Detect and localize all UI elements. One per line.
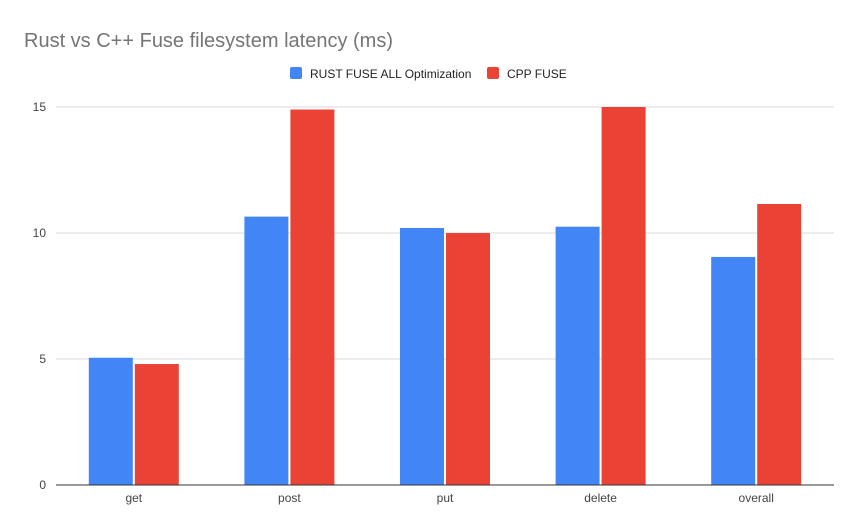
bar-cpp-delete (601, 107, 646, 485)
bar-cpp-overall (757, 204, 802, 485)
y-tick-label: 10 (33, 226, 47, 240)
x-axis-ticks: get post put delete overall (125, 491, 773, 505)
x-tick-label: overall (739, 491, 774, 505)
bar-cpp-post (290, 109, 335, 486)
legend-label-rust: RUST FUSE ALL Optimization (310, 67, 471, 81)
x-tick-label: put (437, 491, 454, 505)
x-tick-label: get (125, 491, 142, 505)
bar-rust-delete (555, 226, 600, 485)
legend-swatch-cpp (487, 67, 499, 79)
legend-swatch-rust (290, 67, 302, 79)
bar-rust-post (244, 216, 289, 485)
y-axis-ticks: 0 5 10 15 (33, 100, 47, 492)
x-tick-label: post (278, 491, 301, 505)
y-tick-label: 5 (39, 352, 46, 366)
bar-rust-put (400, 227, 444, 485)
gridlines (56, 106, 834, 360)
y-tick-label: 0 (39, 478, 46, 492)
bar-rust-overall (711, 256, 756, 485)
bar-cpp-put (446, 233, 490, 485)
y-tick-label: 15 (33, 100, 47, 114)
legend: RUST FUSE ALL Optimization CPP FUSE (290, 67, 567, 81)
bar-rust-get (88, 357, 133, 485)
legend-label-cpp: CPP FUSE (507, 67, 567, 81)
bars (88, 107, 802, 486)
x-tick-label: delete (584, 491, 617, 505)
chart-title: Rust vs C++ Fuse filesystem latency (ms) (24, 30, 393, 52)
bar-cpp-get (134, 364, 179, 485)
